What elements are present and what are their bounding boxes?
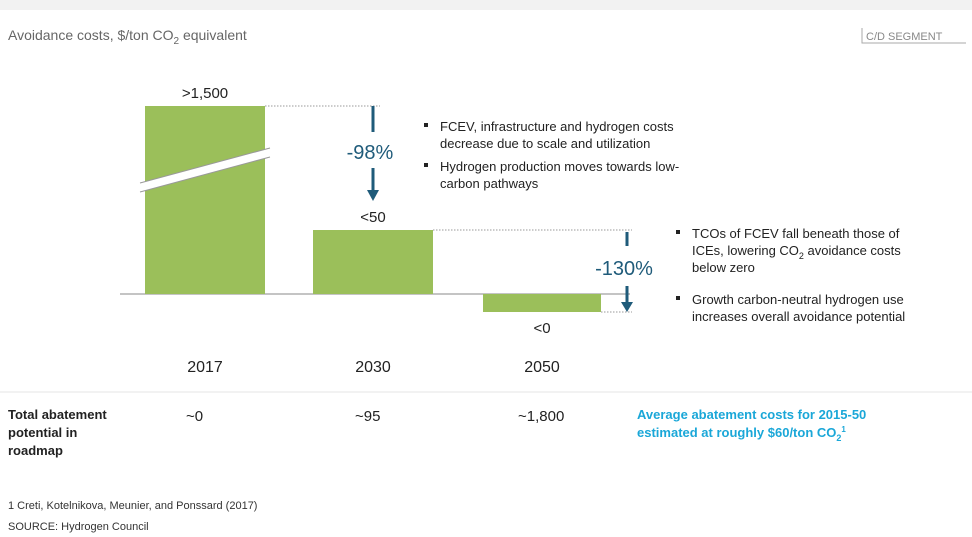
axis-break-line	[139, 156, 271, 193]
bar-label: >1,500	[182, 85, 228, 102]
average-note: Average abatement costs for 2015-50	[637, 407, 866, 422]
bar	[145, 106, 265, 294]
axis-break	[140, 148, 270, 192]
source: SOURCE: Hydrogen Council	[8, 521, 149, 533]
bar	[483, 294, 601, 312]
note: increases overall avoidance potential	[692, 309, 905, 324]
arrow-head	[367, 190, 379, 201]
row-label: Total abatement	[8, 407, 107, 422]
bullet	[424, 163, 428, 167]
note: FCEV, infrastructure and hydrogen costs	[440, 119, 674, 134]
change-label: -98%	[347, 142, 394, 164]
note: ICEs, lowering CO2 avoidance costs	[692, 243, 901, 261]
tag-frame	[861, 28, 966, 44]
row-label: roadmap	[8, 443, 63, 458]
bullet	[424, 123, 428, 127]
row-label: potential in	[8, 425, 77, 440]
axis-break-line	[139, 147, 271, 184]
abatement-value: ~1,800	[518, 408, 564, 425]
year-label: 2050	[524, 359, 560, 376]
year-label: 2017	[187, 359, 223, 376]
tag: C/D SEGMENT	[866, 31, 943, 43]
year-label: 2030	[355, 359, 391, 376]
change-label: -130%	[595, 258, 653, 280]
top-strip	[0, 0, 972, 10]
note: decrease due to scale and utilization	[440, 136, 650, 151]
abatement-value: ~95	[355, 408, 380, 425]
note: TCOs of FCEV fall beneath those of	[692, 226, 900, 241]
bullet	[676, 296, 680, 300]
note: below zero	[692, 260, 755, 275]
bullet	[676, 230, 680, 234]
arrow-head	[621, 302, 633, 312]
note: carbon pathways	[440, 176, 539, 191]
title: Avoidance costs, $/ton CO2 equivalent	[8, 27, 247, 47]
bar-label: <0	[533, 320, 550, 337]
bar	[313, 230, 433, 294]
average-note: estimated at roughly $60/ton CO21	[637, 425, 846, 443]
footnote: 1 Creti, Kotelnikova, Meunier, and Ponss…	[8, 500, 257, 512]
note: Hydrogen production moves towards low-	[440, 159, 679, 174]
bar-label: <50	[360, 209, 385, 226]
abatement-value: ~0	[186, 408, 203, 425]
note: Growth carbon-neutral hydrogen use	[692, 292, 904, 307]
